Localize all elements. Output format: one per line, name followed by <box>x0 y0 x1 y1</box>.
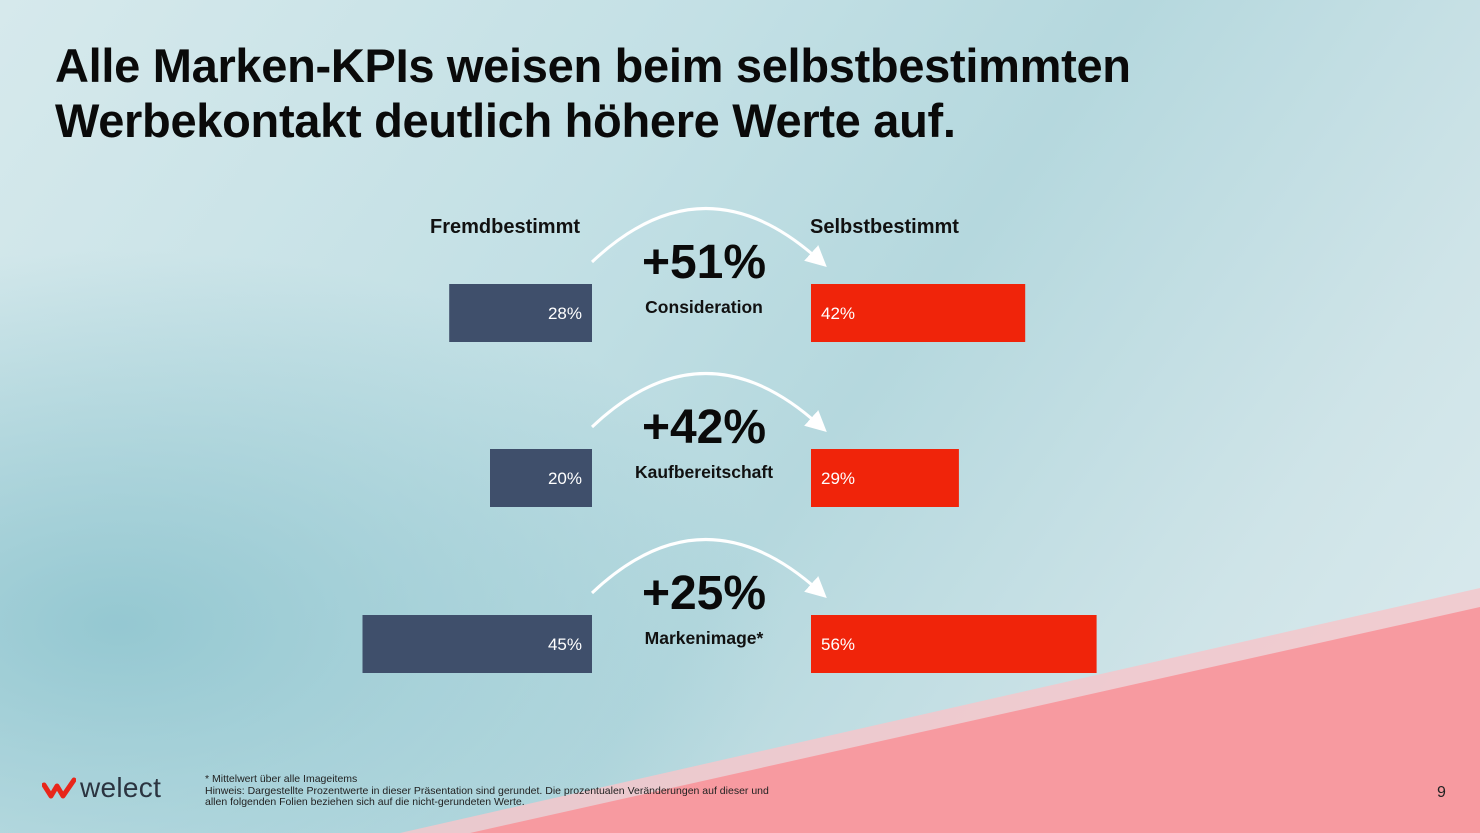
change-label-2: +25% <box>642 567 766 620</box>
bar-label-selbstbestimmt-2: 56% <box>821 635 855 654</box>
change-arrow-0 <box>590 207 827 268</box>
bar-fremdbestimmt-0 <box>449 284 592 342</box>
column-header-fremdbestimmt: Fremdbestimmt <box>430 216 581 238</box>
change-label-1: +42% <box>642 401 766 454</box>
change-label-0: +51% <box>642 236 766 289</box>
pink-accent-shape <box>470 607 1480 833</box>
column-header-selbstbestimmt: Selbstbestimmt <box>810 216 959 238</box>
welect-logo: welect <box>42 772 161 804</box>
welect-logo-text: welect <box>80 772 162 803</box>
category-label-0: Consideration <box>645 297 763 317</box>
bar-label-selbstbestimmt-0: 42% <box>821 304 855 323</box>
welect-logo-icon <box>42 777 76 799</box>
title-line-1: Alle Marken-KPIs weisen beim selbstbesti… <box>55 39 1131 92</box>
bar-fremdbestimmt-1 <box>490 449 592 507</box>
category-label-2: Markenimage* <box>645 628 764 648</box>
footnote-line-1: * Mittelwert über alle Imageitems <box>205 773 358 785</box>
bar-selbstbestimmt-0 <box>811 284 1026 342</box>
bar-fremdbestimmt-2 <box>362 615 592 673</box>
bar-label-fremdbestimmt-1: 20% <box>548 469 582 488</box>
footnote-line-2: Hinweis: Dargestellte Prozentwerte in di… <box>205 784 769 797</box>
page-number: 9 <box>1437 784 1446 801</box>
bar-label-selbstbestimmt-1: 29% <box>821 469 855 488</box>
page-title: Alle Marken-KPIs weisen beim selbstbesti… <box>55 38 1355 148</box>
change-arrow-1 <box>590 372 827 433</box>
title-line-2: Werbekontakt deutlich höhere Werte auf. <box>55 94 956 147</box>
bar-label-fremdbestimmt-0: 28% <box>548 304 582 323</box>
change-arrow-2 <box>590 538 827 599</box>
bar-selbstbestimmt-2 <box>811 615 1097 673</box>
footnote-line-3: allen folgenden Folien beziehen sich auf… <box>205 796 525 808</box>
footnote: * Mittelwert über alle Imageitems Hinwei… <box>205 773 825 809</box>
category-label-1: Kaufbereitschaft <box>635 462 773 482</box>
bar-label-fremdbestimmt-2: 45% <box>548 635 582 654</box>
bar-selbstbestimmt-1 <box>811 449 959 507</box>
